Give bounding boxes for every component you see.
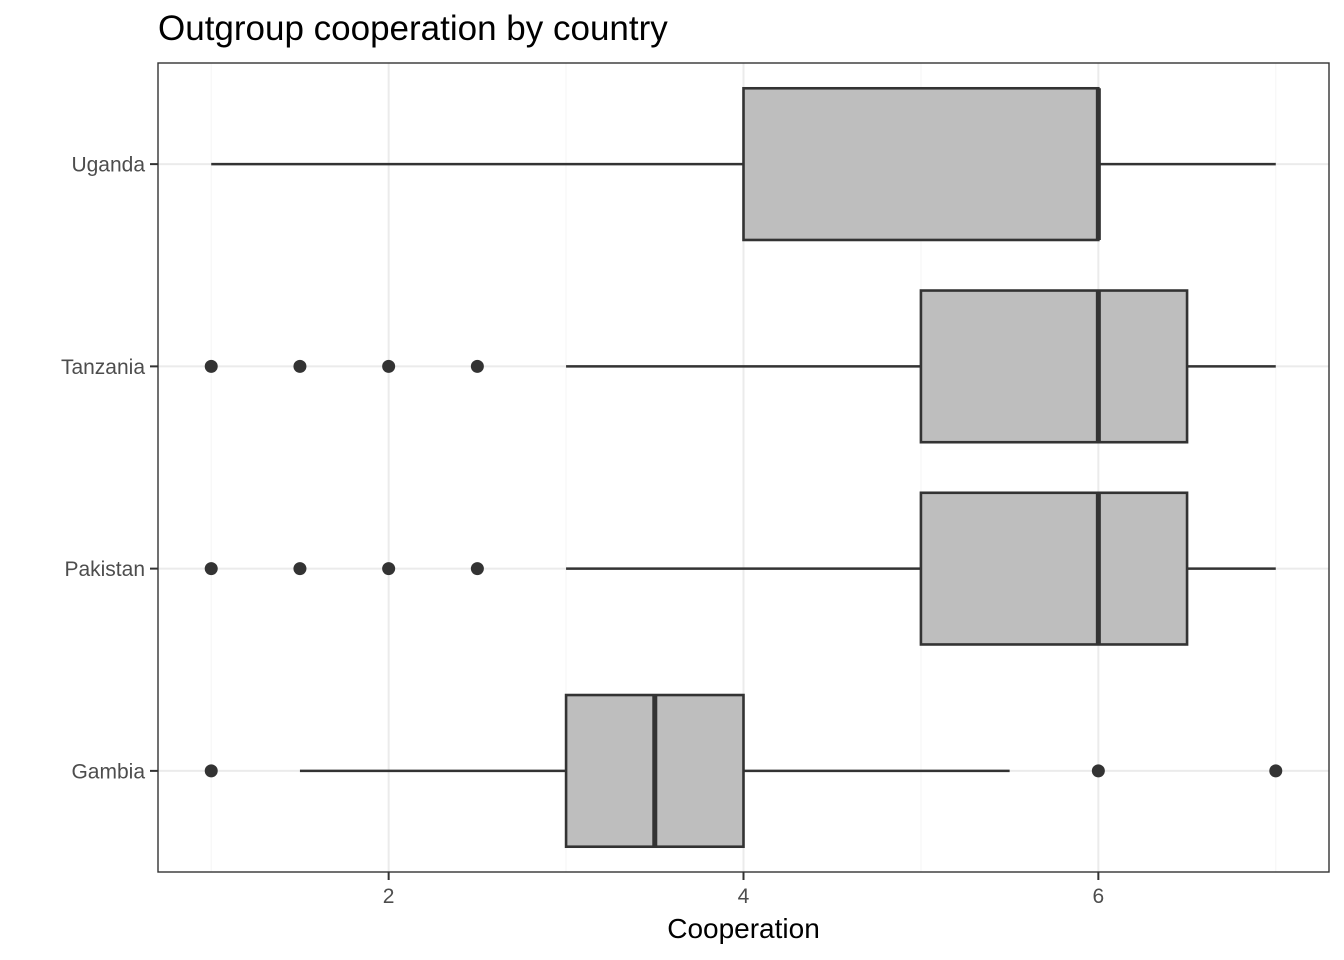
outlier-point	[382, 562, 396, 576]
x-tick-label: 6	[1093, 885, 1105, 908]
x-axis-title: Cooperation	[667, 913, 820, 944]
axis-layer: Gambia Pakistan Tanzania Uganda 2 4 6	[61, 154, 1104, 908]
outlier-point	[470, 562, 484, 576]
box-pakistan	[204, 491, 1276, 646]
box-uganda	[211, 86, 1276, 242]
outlier-point	[1269, 764, 1283, 778]
outlier-point	[470, 359, 484, 373]
outlier-point	[293, 359, 307, 373]
outlier-point	[204, 562, 218, 576]
outlier-point	[382, 359, 396, 373]
box-iqr	[742, 86, 1100, 242]
y-tick-label: Pakistan	[64, 558, 145, 581]
outlier-point	[293, 562, 307, 576]
outlier-point	[1091, 764, 1105, 778]
box-tanzania	[204, 289, 1276, 444]
chart-title: Outgroup cooperation by country	[158, 9, 668, 48]
y-tick-label: Gambia	[71, 760, 145, 783]
x-tick-label: 2	[383, 885, 395, 908]
box-gambia	[204, 693, 1283, 849]
box-iqr	[919, 289, 1189, 444]
box-layer	[204, 86, 1283, 849]
y-tick-label: Uganda	[71, 154, 145, 177]
x-tick-label: 4	[738, 885, 750, 908]
y-tick-label: Tanzania	[61, 356, 145, 379]
outlier-point	[204, 359, 218, 373]
outlier-point	[204, 764, 218, 778]
box-iqr	[919, 491, 1189, 646]
